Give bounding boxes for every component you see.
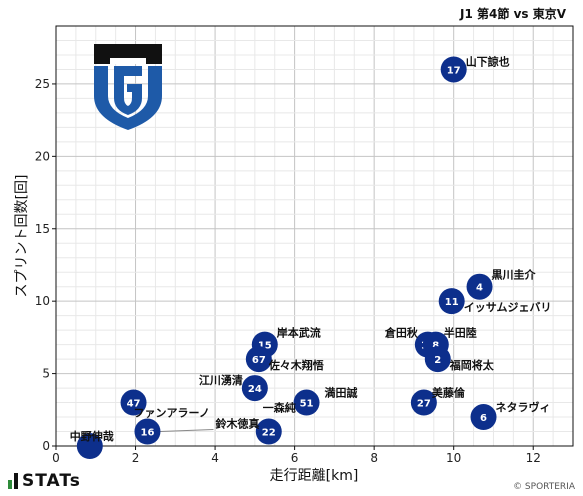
data-point [245, 346, 272, 373]
point-name-label: イッサムジェバリ [464, 301, 552, 314]
data-point [438, 288, 465, 315]
point-name-label: ネタラヴィ [496, 400, 551, 414]
data-point [424, 346, 451, 373]
data-points: 17411156724512247161082276 [76, 56, 497, 459]
x-axis-label: 走行距離[km] [270, 467, 359, 484]
y-tick-label: 5 [42, 367, 50, 381]
point-number: 4 [476, 283, 483, 294]
copyright-credit: © SPORTERIA [513, 482, 575, 492]
point-name-label: 鈴木徳真 [215, 417, 259, 431]
point-name-label: ファンアラーノ [134, 407, 210, 420]
point-name-label: 美藤倫 [432, 386, 466, 400]
point-number: 16 [141, 428, 155, 439]
x-tick-label: 6 [291, 451, 299, 465]
point-name-label: 佐々木翔悟 [268, 358, 324, 372]
point-number: 2 [434, 355, 441, 366]
y-tick-label: 10 [35, 294, 50, 308]
data-point [440, 56, 467, 83]
point-number: 8 [432, 341, 439, 352]
point-number: 47 [127, 399, 141, 410]
point-number: 24 [248, 384, 262, 395]
bars-icon [8, 473, 18, 489]
point-number: 67 [252, 355, 266, 366]
data-point [76, 433, 103, 459]
point-name-label: 倉田秋 [384, 326, 419, 340]
x-tick-label: 2 [132, 451, 140, 465]
point-name-label: 山下諒也 [466, 54, 510, 68]
data-point [241, 375, 268, 402]
point-number: 17 [447, 65, 461, 76]
point-number: 22 [262, 428, 276, 439]
point-name-label: 福岡将太 [449, 358, 495, 372]
chart-title: J1 第4節 vs 東京V [459, 6, 567, 21]
point-name-label: 中野伸哉 [70, 429, 114, 443]
data-point [470, 404, 497, 431]
point-name-label: 満田誠 [325, 386, 358, 400]
y-tick-label: 15 [35, 222, 50, 236]
point-name-label: 岸本武流 [277, 326, 321, 340]
x-tick-label: 4 [211, 451, 219, 465]
team-crest-logo [94, 44, 162, 130]
label-leader-line [160, 429, 214, 433]
point-name-label: 一森純 [263, 401, 296, 415]
point-name-label: 江川湧清 [199, 373, 243, 387]
data-point [134, 418, 161, 445]
x-tick-label: 8 [370, 451, 378, 465]
y-axis-label: スプリント回数[回] [14, 175, 30, 298]
data-point [293, 389, 320, 416]
point-name-label: 半田陸 [444, 326, 477, 340]
point-number: 11 [445, 297, 459, 308]
point-number: 51 [300, 399, 314, 410]
y-tick-label: 20 [35, 149, 50, 163]
point-number: 27 [417, 399, 431, 410]
brand-text: STATs [22, 471, 81, 491]
y-axis-ticks: 0 5 10 15 20 25 [35, 77, 56, 453]
y-tick-label: 25 [35, 77, 50, 91]
point-number: 6 [480, 413, 487, 424]
y-tick-label: 0 [42, 439, 50, 453]
data-point [120, 389, 147, 416]
point-name-label: 黒川圭介 [492, 268, 537, 282]
point-number: 15 [258, 341, 272, 352]
data-point [410, 389, 437, 416]
x-tick-label: 12 [526, 451, 541, 465]
x-axis-ticks: 0 2 4 6 8 10 12 [52, 446, 541, 465]
data-point [466, 273, 493, 300]
data-point [255, 418, 282, 445]
x-tick-label: 10 [446, 451, 461, 465]
plot-area [55, 25, 574, 447]
stats-brand-logo: STATs [8, 471, 81, 491]
x-tick-label: 0 [52, 451, 60, 465]
